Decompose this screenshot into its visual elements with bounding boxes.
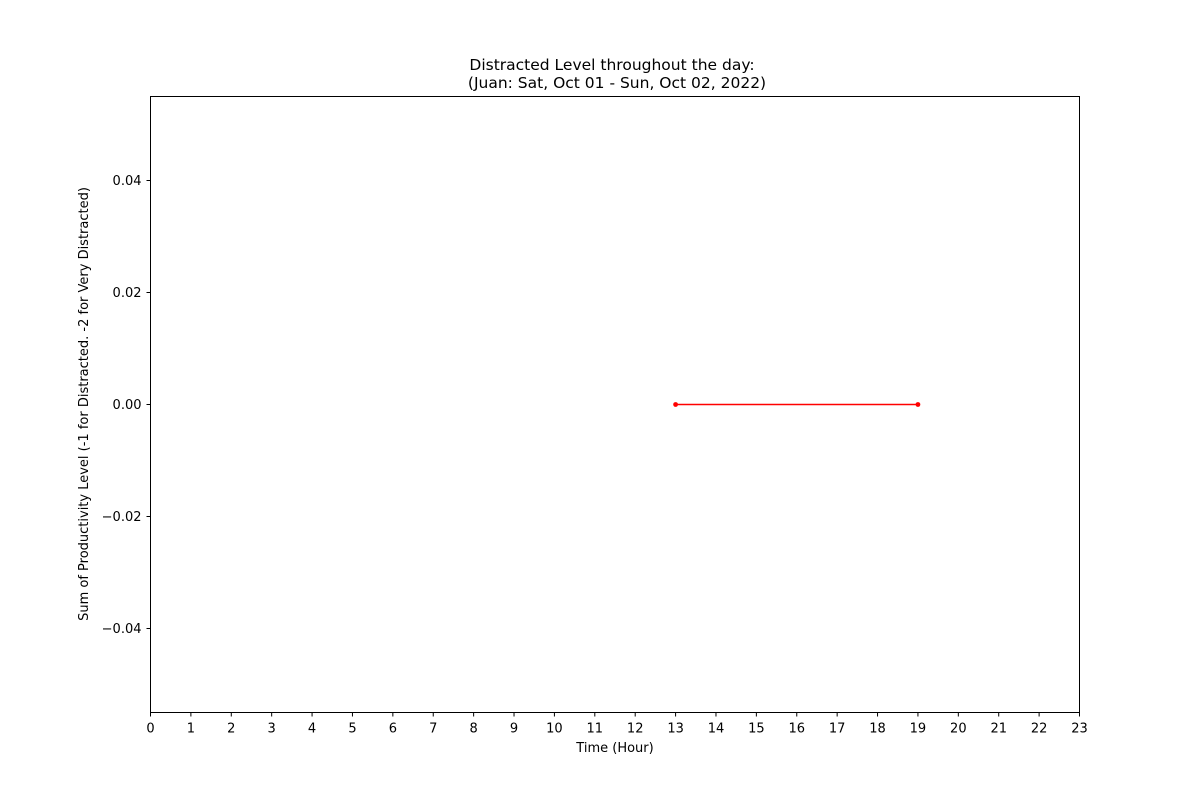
x-tick-label: 4 — [308, 722, 316, 737]
chart-title-line-1: Distracted Level throughout the day: — [469, 56, 754, 74]
x-tick-label: 16 — [788, 722, 805, 737]
y-tick-label: −0.02 — [102, 510, 142, 525]
y-axis-ticks: −0.04 −0.02 0.00 0.02 0.04 — [102, 174, 151, 637]
x-tick-label: 9 — [510, 722, 518, 737]
x-tick-label: 11 — [587, 722, 604, 737]
x-tick-label: 19 — [910, 722, 927, 737]
x-tick-label: 7 — [429, 722, 437, 737]
y-tick-label: 0.00 — [113, 398, 142, 413]
x-axis-label: Time (Hour) — [575, 741, 653, 756]
x-tick-label: 18 — [869, 722, 886, 737]
x-tick-label: 0 — [146, 722, 154, 737]
x-tick-label: 23 — [1071, 722, 1088, 737]
x-axis-ticks: 0 1 2 3 4 5 6 7 8 9 10 11 12 13 14 15 16 17 18 19 20 21 22 23 — [146, 712, 1088, 737]
x-tick-label: 10 — [546, 722, 563, 737]
x-tick-label: 14 — [708, 722, 725, 737]
chart-title-line-2: (Juan: Sat, Oct 01 - Sun, Oct 02, 2022) — [468, 74, 766, 92]
y-tick-label: 0.04 — [113, 174, 142, 189]
y-axis-label: Sum of Productivity Level (-1 for Distra… — [77, 187, 92, 621]
x-tick-label: 15 — [748, 722, 765, 737]
plot-area-frame — [150, 96, 1080, 713]
x-tick-label: 21 — [990, 722, 1007, 737]
data-point — [915, 402, 921, 407]
x-tick-label: 17 — [829, 722, 846, 737]
data-point — [673, 402, 678, 407]
x-tick-label: 13 — [667, 722, 684, 737]
x-tick-label: 6 — [389, 722, 397, 737]
y-tick-label: −0.04 — [102, 622, 142, 637]
x-tick-label: 2 — [227, 722, 235, 737]
x-tick-label: 8 — [469, 722, 477, 737]
x-tick-label: 22 — [1031, 722, 1048, 737]
y-tick-label: 0.02 — [113, 286, 142, 301]
x-tick-label: 20 — [950, 722, 967, 737]
series-layer — [673, 402, 921, 407]
x-tick-label: 3 — [268, 722, 276, 737]
x-tick-label: 1 — [187, 722, 195, 737]
x-tick-label: 12 — [627, 722, 644, 737]
x-tick-label: 5 — [348, 722, 356, 737]
